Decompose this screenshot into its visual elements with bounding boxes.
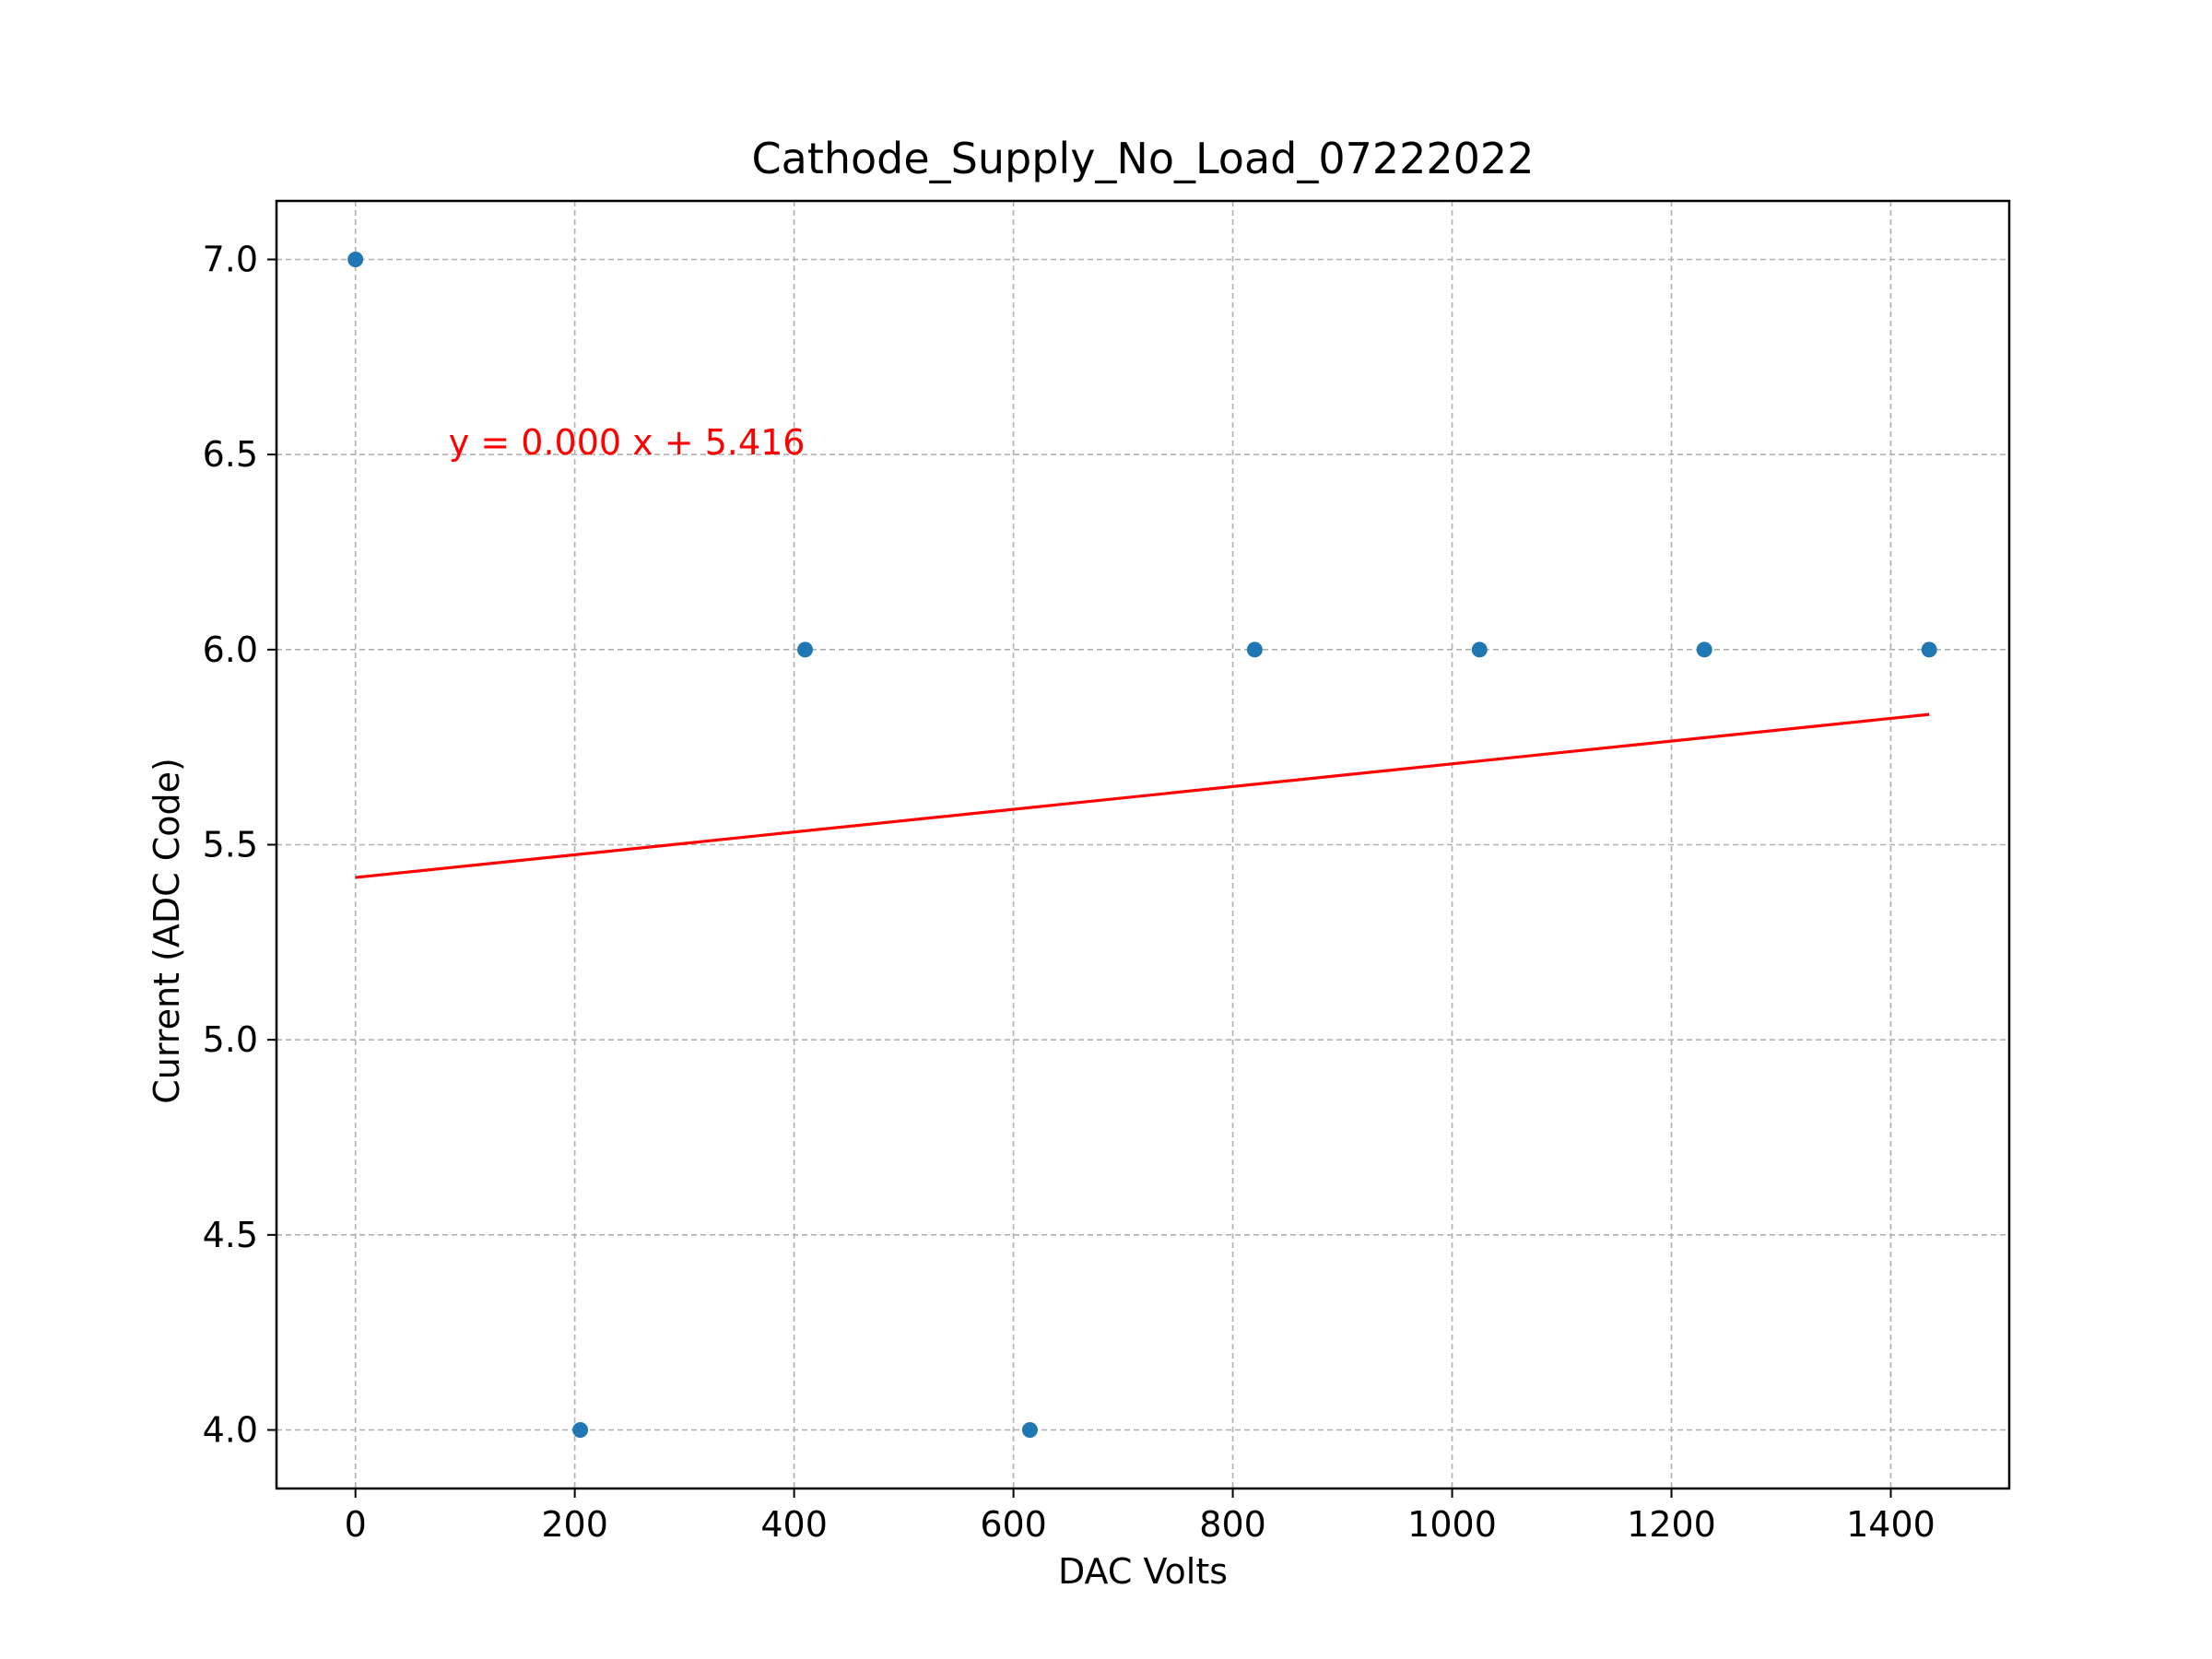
fit-line <box>355 712 1930 879</box>
y-axis-label: Current (ADC Code) <box>147 758 187 1104</box>
y-tick-label: 6.0 <box>203 629 258 670</box>
scatter-point <box>1696 641 1712 658</box>
x-tick-label: 1200 <box>1627 1504 1716 1545</box>
chart-title: Cathode_Supply_No_Load_07222022 <box>752 134 1535 183</box>
x-tick-label: 400 <box>760 1504 828 1545</box>
x-tick-label: 200 <box>541 1504 608 1545</box>
y-tick-label: 6.5 <box>203 434 258 475</box>
x-tick-label: 1000 <box>1407 1504 1497 1545</box>
scatter-point <box>1921 641 1937 658</box>
x-axis-ticks: 0 200 400 600 800 1000 1200 1400 <box>345 1488 1936 1545</box>
scatter-point <box>797 641 814 658</box>
scatter-point <box>1021 1422 1038 1438</box>
scatter-point <box>572 1422 589 1438</box>
scatter-point <box>1246 641 1263 658</box>
y-tick-label: 4.5 <box>203 1215 258 1255</box>
x-axis-label: DAC Volts <box>1058 1551 1228 1592</box>
y-tick-label: 7.0 <box>203 240 258 280</box>
grid <box>276 201 2009 1488</box>
y-tick-label: 5.0 <box>203 1019 258 1060</box>
y-tick-label: 4.0 <box>203 1410 258 1451</box>
y-tick-label: 5.5 <box>203 825 258 865</box>
x-tick-label: 0 <box>345 1504 367 1545</box>
scatter-point <box>1471 641 1488 658</box>
x-tick-label: 600 <box>980 1504 1047 1545</box>
fit-line-layer <box>355 712 1930 879</box>
y-axis-ticks: 4.0 4.5 5.0 5.5 6.0 6.5 7.0 <box>203 240 276 1451</box>
x-tick-label: 1400 <box>1846 1504 1936 1545</box>
scatter-points <box>347 252 1937 1438</box>
scatter-point <box>347 252 364 267</box>
x-tick-label: 800 <box>1199 1504 1266 1545</box>
fit-equation-annotation: y = 0.000 x + 5.416 <box>449 422 806 463</box>
